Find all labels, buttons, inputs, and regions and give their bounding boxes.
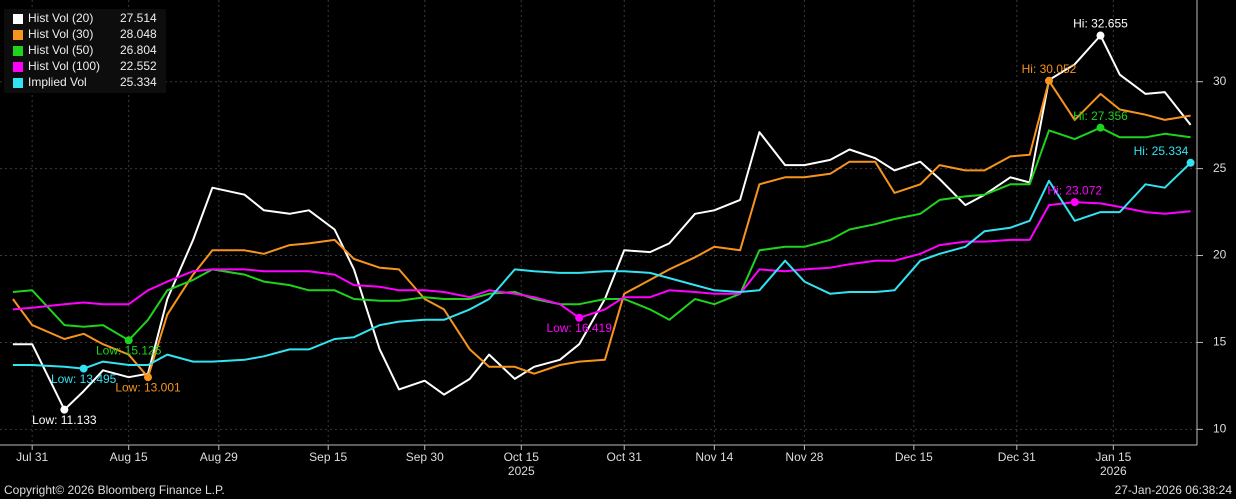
y-tick-label: 15 bbox=[1213, 335, 1227, 349]
legend-swatch bbox=[13, 46, 23, 56]
high-label: Hi: 32.655 bbox=[1073, 17, 1128, 31]
low-label: Low: 16.419 bbox=[546, 321, 612, 335]
high-label: Hi: 30.052 bbox=[1022, 62, 1077, 76]
x-tick-label: Sep 15 bbox=[309, 450, 347, 464]
high-label: Hi: 25.334 bbox=[1134, 144, 1189, 158]
x-tick-label: Nov 14 bbox=[695, 450, 733, 464]
low-marker bbox=[575, 313, 584, 322]
y-tick-label: 10 bbox=[1213, 422, 1227, 436]
low-label: Low: 11.133 bbox=[32, 413, 97, 427]
x-tick-label: Oct 31 bbox=[607, 450, 643, 464]
y-tick-label: 25 bbox=[1213, 161, 1227, 175]
legend-label: Hist Vol (50) bbox=[28, 43, 93, 57]
timestamp: 27-Jan-2026 06:38:24 bbox=[1115, 483, 1233, 497]
series-line bbox=[12, 201, 1191, 319]
x-tick-label: Jan 15 bbox=[1095, 450, 1131, 464]
legend-value: 25.334 bbox=[120, 75, 157, 89]
high-label: Hi: 27.356 bbox=[1073, 109, 1128, 123]
legend-value: 27.514 bbox=[120, 11, 157, 25]
legend-label: Hist Vol (20) bbox=[28, 11, 93, 25]
x-tick-label: Dec 31 bbox=[998, 450, 1036, 464]
x-tick-label: Dec 15 bbox=[895, 450, 933, 464]
legend: Hist Vol (20) 27.514 Hist Vol (30) 28.048 Hi… bbox=[4, 9, 166, 93]
series-line bbox=[12, 126, 1191, 342]
legend-swatch bbox=[13, 62, 23, 72]
low-marker bbox=[144, 373, 153, 382]
low-label: Low: 15.125 bbox=[96, 343, 162, 357]
legend-label: Hist Vol (30) bbox=[28, 27, 93, 41]
y-tick-label: 20 bbox=[1213, 248, 1227, 262]
legend-value: 26.804 bbox=[120, 43, 157, 57]
series-line bbox=[12, 79, 1191, 379]
low-marker bbox=[79, 364, 88, 373]
y-tick-label: 30 bbox=[1213, 74, 1227, 88]
high-marker bbox=[1186, 158, 1195, 167]
series-line bbox=[12, 162, 1192, 370]
high-label: Hi: 23.072 bbox=[1047, 183, 1102, 197]
low-marker bbox=[124, 336, 133, 345]
low-label: Low: 13.001 bbox=[115, 380, 181, 394]
legend-box bbox=[4, 9, 166, 93]
high-marker bbox=[1044, 76, 1053, 85]
x-year-label: 2025 bbox=[508, 464, 535, 478]
legend-swatch bbox=[13, 30, 23, 40]
x-tick-label: Oct 15 bbox=[504, 450, 540, 464]
legend-value: 28.048 bbox=[120, 27, 157, 41]
high-marker bbox=[1096, 123, 1105, 132]
legend-label: Hist Vol (100) bbox=[28, 59, 100, 73]
x-tick-label: Nov 28 bbox=[785, 450, 823, 464]
high-marker bbox=[1096, 31, 1105, 40]
legend-value: 22.552 bbox=[120, 59, 157, 73]
x-year-label: 2026 bbox=[1100, 464, 1127, 478]
high-marker bbox=[1070, 198, 1079, 207]
legend-swatch bbox=[13, 78, 23, 88]
copyright: Copyright© 2026 Bloomberg Finance L.P. bbox=[4, 483, 225, 497]
x-tick-label: Jul 31 bbox=[16, 450, 48, 464]
x-tick-label: Aug 15 bbox=[110, 450, 148, 464]
legend-label: Implied Vol bbox=[28, 75, 87, 89]
x-tick-label: Aug 29 bbox=[200, 450, 238, 464]
low-label: Low: 13.495 bbox=[51, 372, 117, 386]
low-marker bbox=[60, 405, 69, 414]
x-tick-label: Sep 30 bbox=[406, 450, 444, 464]
legend-swatch bbox=[13, 14, 23, 24]
